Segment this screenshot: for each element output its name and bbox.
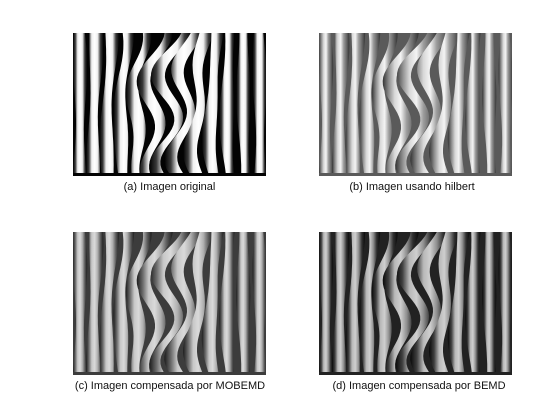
fringe-band bbox=[382, 33, 419, 173]
fringe-band bbox=[125, 232, 152, 372]
fringe-band bbox=[498, 232, 512, 372]
fringe-band bbox=[125, 33, 152, 173]
fringe-band bbox=[164, 33, 204, 173]
fringe-band bbox=[319, 232, 334, 372]
fringe-band bbox=[371, 33, 398, 173]
fringe-band bbox=[149, 33, 192, 173]
fringe-band bbox=[410, 232, 450, 372]
panel-c-image bbox=[73, 232, 266, 375]
fringe-band bbox=[99, 232, 120, 372]
caption-b: (b) Imagen usando hilbert bbox=[349, 181, 475, 193]
fringe-band bbox=[410, 33, 450, 173]
fringe-band bbox=[236, 33, 251, 173]
fringe-band bbox=[395, 33, 438, 173]
fringe-band bbox=[219, 33, 235, 173]
fringe-image-c bbox=[73, 232, 266, 375]
fringe-band bbox=[359, 232, 381, 372]
caption-d: (d) Imagen compensada por BEMD bbox=[332, 380, 506, 392]
fringe-band bbox=[498, 33, 512, 173]
fringe-band bbox=[149, 232, 192, 372]
fringe-band bbox=[73, 232, 88, 372]
fringe-image-d bbox=[319, 232, 512, 375]
fringe-band bbox=[183, 232, 214, 372]
fringe-band bbox=[113, 33, 135, 173]
fringe-band bbox=[447, 33, 470, 173]
panel-a-image bbox=[73, 33, 266, 176]
fringe-band bbox=[164, 232, 204, 372]
fringe-band bbox=[183, 33, 214, 173]
panel-b-image bbox=[319, 33, 512, 176]
fringe-band bbox=[359, 33, 381, 173]
fringe-band bbox=[219, 232, 235, 372]
fringe-band bbox=[465, 33, 481, 173]
fringe-band bbox=[201, 33, 224, 173]
fringe-band bbox=[345, 33, 366, 173]
fringe-band bbox=[332, 232, 350, 372]
fringe-band bbox=[319, 33, 334, 173]
fringe-band bbox=[429, 33, 460, 173]
fringe-image-a bbox=[73, 33, 266, 176]
caption-a: (a) Imagen original bbox=[123, 181, 216, 193]
fringe-band bbox=[236, 232, 251, 372]
fringe-band bbox=[371, 232, 398, 372]
fringe-band bbox=[395, 232, 438, 372]
fringe-band bbox=[136, 232, 173, 372]
panel-d-image bbox=[319, 232, 512, 375]
fringe-band bbox=[332, 33, 350, 173]
fringe-band bbox=[447, 232, 470, 372]
fringe-band bbox=[429, 232, 460, 372]
fringe-band bbox=[136, 33, 173, 173]
fringe-band bbox=[113, 232, 135, 372]
fringe-band bbox=[86, 33, 104, 173]
fringe-image-b bbox=[319, 33, 512, 176]
fringe-band bbox=[482, 33, 497, 173]
fringe-band bbox=[252, 232, 266, 372]
fringe-band bbox=[382, 232, 419, 372]
fringe-band bbox=[482, 232, 497, 372]
caption-c: (c) Imagen compensada por MOBEMD bbox=[74, 380, 266, 392]
fringe-band bbox=[73, 33, 88, 173]
fringe-band bbox=[252, 33, 266, 173]
fringe-band bbox=[465, 232, 481, 372]
fringe-band bbox=[345, 232, 366, 372]
fringe-band bbox=[86, 232, 104, 372]
fringe-band bbox=[201, 232, 224, 372]
fringe-band bbox=[99, 33, 120, 173]
